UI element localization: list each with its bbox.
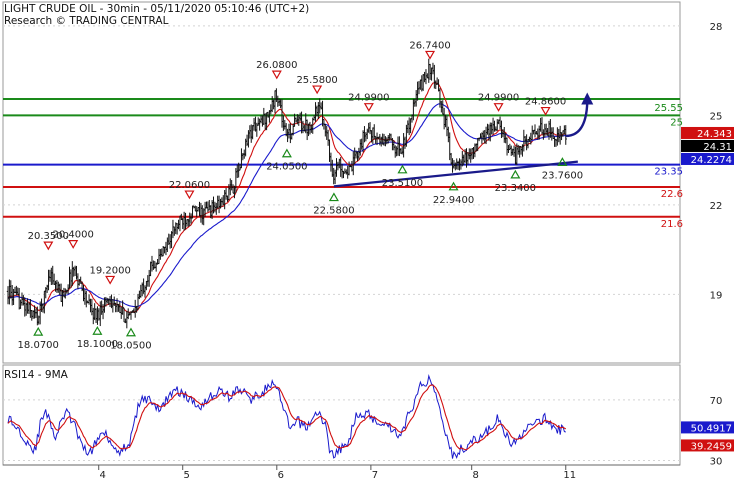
swing-high-marker (68, 240, 79, 249)
price-tag-box (681, 126, 734, 139)
swing-high-marker (43, 241, 54, 251)
rsi-lines (7, 373, 567, 460)
price-bars (6, 58, 567, 329)
price-annotations: 26.0800 25.5800 24.9900 26.7400 24.9900 24.86… (18, 40, 584, 351)
swing-label: 18.0500 (110, 341, 151, 352)
rsi-tag-label: 50.4917 (691, 423, 732, 434)
x-tick-label: 5 (184, 470, 190, 480)
level-label: 21.6 (661, 219, 683, 230)
swing-low-marker (328, 192, 339, 202)
swing-high-marker (105, 275, 116, 285)
price-tick-label: 19 (710, 290, 723, 301)
forecast-arrow-head (581, 92, 594, 105)
swing-label: 23.7600 (542, 170, 583, 181)
rsi-line (7, 373, 566, 460)
price-tags: 24.343 24.31 24.2274 (681, 126, 734, 166)
trendline (333, 92, 594, 188)
level-label: 23.35 (654, 167, 683, 178)
level-label: 25 (670, 117, 683, 128)
x-tick-label: 4 (100, 470, 106, 480)
price-tag-label: 24.31 (703, 142, 732, 153)
forecast-arrow (565, 102, 589, 138)
x-tick-label: 8 (472, 470, 478, 480)
swing-label: 26.0800 (256, 60, 297, 71)
rsi-tick-label: 30 (710, 456, 723, 467)
swing-label: 25.5800 (296, 75, 337, 86)
swing-low-marker (281, 148, 292, 158)
rsi-tag-box (681, 439, 734, 452)
swing-label: 22.9400 (433, 195, 474, 206)
rsi-grid (3, 399, 680, 461)
chart-subtitle: Research © TRADING CENTRAL (4, 15, 169, 27)
price-tick-label: 22 (710, 201, 723, 212)
swing-high-marker (363, 103, 374, 112)
swing-label: 18.1000 (77, 339, 118, 350)
swing-label: 22.5800 (313, 206, 354, 217)
swing-label: 19.2000 (89, 265, 130, 276)
price-panel-frame (2, 1, 681, 364)
x-tick-label: 11 (563, 470, 576, 480)
rsi-tick-label: 70 (710, 396, 723, 407)
swing-label: 20.4000 (53, 230, 94, 241)
support-trendline (333, 160, 578, 188)
rsi-tag-box (681, 421, 734, 434)
swing-label: 24.9900 (348, 93, 389, 104)
swing-label: 24.9900 (478, 93, 519, 104)
swing-low-marker (448, 181, 459, 191)
swing-low-marker (92, 326, 103, 335)
swing-label: 23.5100 (382, 178, 423, 189)
x-tick-label: 6 (278, 470, 284, 480)
swing-label: 24.8600 (525, 97, 566, 108)
swing-low-marker (557, 157, 568, 166)
swing-label: 23.3400 (495, 183, 536, 194)
rsi-ma-line (7, 384, 567, 451)
swing-low-marker (510, 169, 521, 179)
price-levels: 25.55 25 23.35 22.6 21.6 (3, 97, 683, 230)
price-moving-averages (7, 82, 567, 313)
x-tick-label: 7 (372, 470, 378, 480)
level-label: 25.55 (654, 103, 683, 114)
swing-low-marker (33, 326, 44, 336)
rsi-axis: 70 30 (710, 396, 723, 468)
swing-label: 20.3500 (28, 231, 69, 242)
x-axis: 4 5 6 7 8 11 (98, 465, 576, 481)
swing-low-marker (125, 327, 137, 337)
price-tag-box (681, 152, 734, 165)
rsi-title: RSI14 - 9MA (4, 369, 69, 381)
swing-high-marker (184, 190, 195, 200)
swing-high-marker (540, 106, 551, 116)
price-tag-label: 24.2274 (691, 155, 732, 166)
level-label: 22.6 (661, 189, 683, 200)
chart-title: LIGHT CRUDE OIL - 30min - 05/11/2020 05:… (4, 3, 309, 15)
swing-label: 26.7400 (409, 40, 450, 51)
fast-moving-average (7, 82, 567, 313)
swing-high-marker (312, 85, 323, 95)
price-tick-label: 28 (710, 22, 723, 33)
swing-high-marker (493, 103, 504, 112)
swing-high-marker (271, 70, 282, 80)
price-axis: 28 25 22 19 (710, 22, 723, 302)
swing-label: 22.0600 (169, 180, 210, 191)
price-tick-label: 25 (710, 111, 723, 122)
price-grid (3, 25, 680, 295)
swing-label: 24.0500 (266, 162, 307, 173)
swing-low-marker (397, 164, 408, 174)
swing-label: 18.0700 (18, 340, 59, 351)
price-tag-box (681, 139, 734, 152)
swing-high-marker (424, 50, 436, 60)
price-tag-label: 24.343 (697, 129, 732, 140)
rsi-tags: 50.4917 39.2459 (681, 421, 734, 452)
rsi-tag-label: 39.2459 (691, 441, 732, 452)
